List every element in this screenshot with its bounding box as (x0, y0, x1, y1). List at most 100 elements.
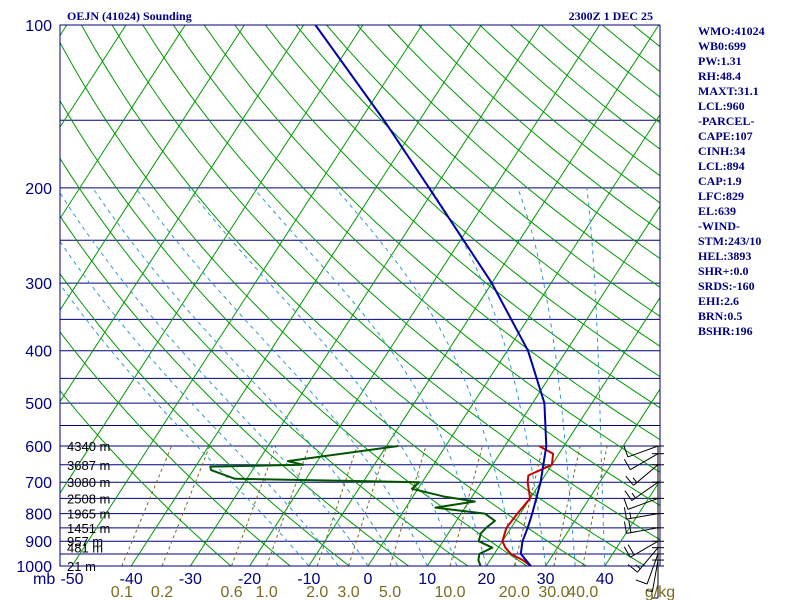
moist-adiabat-line (517, 187, 576, 566)
isotherm-line (60, 25, 127, 128)
stat-item: BRN:0.5 (698, 309, 743, 323)
moist-adiabat-line (586, 187, 606, 566)
wind-barb-flag (646, 590, 653, 593)
temperature-tick-label: -10 (297, 571, 320, 588)
mixing-ratio-line (513, 445, 544, 566)
dry-adiabat-line (295, 25, 660, 347)
stat-item: CAP:1.9 (698, 174, 742, 188)
dry-adiabat-line (60, 331, 291, 566)
stat-item: WMO:41024 (698, 24, 765, 38)
temperature-tick-label: 20 (478, 571, 496, 588)
dry-adiabat-line (142, 25, 660, 507)
moist-adiabat-line (60, 240, 339, 566)
stat-item: LCL:960 (698, 99, 745, 113)
pressure-unit-label: mb (33, 571, 55, 588)
wind-barb-flag (623, 507, 627, 520)
mixing-ratio-tick-label: 3.0 (337, 584, 359, 600)
wind-barb-staff (631, 481, 659, 501)
wind-barb-flag (629, 512, 632, 519)
temperature-tick-label: -40 (120, 571, 143, 588)
wind-barb-staff (637, 547, 659, 573)
stat-item: LCL:894 (698, 159, 745, 173)
wind-barb-flag (623, 459, 631, 470)
sounding-series-line (209, 445, 496, 566)
isotherm-line (426, 205, 660, 566)
height-label: 1451 m (67, 521, 110, 536)
wind-barb-flag (627, 544, 635, 556)
sounding-traces (209, 25, 555, 566)
stat-item: -WIND- (698, 219, 740, 233)
stat-item: CAPE:107 (698, 129, 753, 143)
dry-adiabat-line (60, 389, 232, 566)
pressure-tick-label: 300 (25, 276, 52, 293)
pressure-tick-label: 100 (25, 18, 52, 35)
isotherm-line (60, 25, 186, 220)
dry-adiabat-line (60, 99, 528, 566)
mixing-ratio-line (582, 445, 608, 566)
plot-frame (59, 24, 661, 567)
mixing-ratio-unit-label: g/kg (645, 584, 675, 600)
dry-adiabat-line (60, 157, 469, 566)
stat-item: EHI:2.6 (698, 294, 740, 308)
isotherm-line (60, 25, 305, 403)
height-label: 2508 m (67, 491, 110, 506)
moist-adiabat-line (334, 187, 517, 566)
isotherm-line (485, 296, 660, 566)
wind-barb-staff (630, 453, 659, 471)
wind-barb-staff (627, 497, 659, 510)
isotherm-line (249, 25, 601, 566)
pressure-tick-label: 1000 (16, 559, 52, 576)
stat-item: -PARCEL- (698, 114, 755, 128)
height-label: 3687 m (67, 458, 110, 473)
grid-lines (60, 25, 660, 566)
stat-item: PW:1.31 (698, 54, 742, 68)
wind-barb-flag (625, 475, 634, 486)
dry-adiabat-line (81, 25, 646, 566)
stat-item: STM:243/10 (698, 234, 762, 248)
isotherm-line (60, 25, 245, 311)
height-label: 1965 m (67, 507, 110, 522)
dry-adiabat-line (234, 25, 660, 409)
wind-barb-flag (624, 490, 633, 501)
mixing-ratio-tick-label: 2.0 (306, 584, 328, 600)
mixing-ratio-line (553, 445, 581, 566)
temperature-tick-label: -50 (60, 571, 83, 588)
stat-item: CINH:34 (698, 144, 746, 158)
height-label: 481 m (67, 541, 103, 556)
isotherm-line (130, 25, 482, 566)
height-label: 4340 m (67, 439, 110, 454)
dry-adiabat-line (60, 273, 350, 566)
mixing-ratio-tick-label: 1.0 (255, 584, 277, 600)
height-label: 957 m (67, 534, 103, 549)
mixing-ratio-tick-label: 0.1 (111, 584, 133, 600)
stat-item: HEL:3893 (698, 249, 752, 263)
mixing-ratio-tick-label: 0.6 (220, 584, 242, 600)
dry-adiabat-line (265, 25, 660, 378)
moist-adiabat-line (60, 192, 369, 566)
temperature-tick-label: -20 (238, 571, 261, 588)
stat-item: RH:48.4 (698, 69, 741, 83)
isotherm-line (189, 25, 541, 566)
pressure-tick-label: 200 (25, 181, 52, 198)
moist-adiabat-line (135, 187, 428, 566)
dry-adiabat-line (60, 215, 409, 566)
stat-item: SRDS:-160 (698, 279, 755, 293)
stat-item: LFC:829 (698, 189, 744, 203)
dry-adiabat-line (326, 25, 660, 317)
mixing-ratio-line (348, 445, 388, 566)
temperature-tick-label: 0 (364, 571, 373, 588)
temperature-tick-label: 10 (418, 571, 436, 588)
temperature-tick-label: -30 (179, 571, 202, 588)
sounding-indices-panel: WMO:41024 WB0:699 PW:1.31 RH:48.4 MAXT:31.1 L… (698, 24, 798, 339)
wind-barb-flag (623, 521, 627, 534)
wind-barb-flag (623, 497, 629, 510)
dry-adiabat-line (356, 25, 660, 288)
dry-adiabat-line (111, 25, 660, 541)
dry-adiabat-line (203, 25, 660, 441)
moist-adiabat-line (253, 187, 487, 566)
wind-barb-flag (632, 477, 638, 483)
wind-barb-flag (635, 579, 648, 585)
temperature-tick-label: 30 (537, 571, 555, 588)
